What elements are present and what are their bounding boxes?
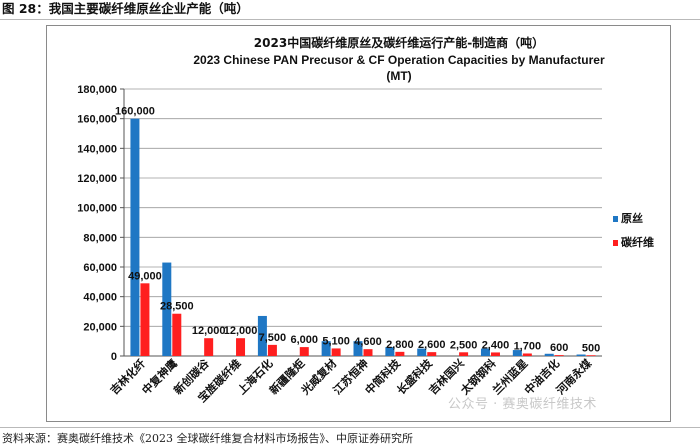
data-label: 2,500 xyxy=(450,339,478,351)
bar-carbon-fiber xyxy=(459,352,469,356)
bar-precursor xyxy=(417,348,427,356)
bar-precursor xyxy=(321,341,331,356)
gridlines xyxy=(124,88,602,357)
data-label: 500 xyxy=(582,342,600,354)
data-label: 5,100 xyxy=(322,335,350,347)
y-tick-label: 120,000 xyxy=(77,173,117,185)
source-note: 资料来源：赛奥碳纤维技术《2023 全球碳纤维复合材料市场报告》、中原证券研究所 xyxy=(2,432,413,445)
bar-precursor xyxy=(130,118,140,357)
bar-precursor xyxy=(512,350,522,356)
bar-carbon-fiber xyxy=(331,348,341,356)
chart-subtitle: 2023 Chinese PAN Precusor & CF Operation… xyxy=(193,53,605,67)
y-tick-label: 80,000 xyxy=(83,232,117,244)
chart-title: 2023中国碳纤维原丝及碳纤维运行产能-制造商（吨） xyxy=(254,35,544,50)
bar-carbon-fiber xyxy=(267,344,277,356)
bar-carbon-fiber xyxy=(236,338,246,356)
chart-frame: 2023中国碳纤维原丝及碳纤维运行产能-制造商（吨） 2023 Chinese … xyxy=(46,25,671,422)
data-label: 600 xyxy=(550,342,568,354)
bar-precursor xyxy=(385,347,395,356)
y-tick-label: 160,000 xyxy=(77,114,117,126)
bar-carbon-fiber xyxy=(522,353,532,356)
legend-swatch xyxy=(613,216,618,222)
capacity-bar-chart: 2023中国碳纤维原丝及碳纤维运行产能-制造商（吨） 2023 Chinese … xyxy=(77,35,654,405)
y-tick-label: 20,000 xyxy=(83,321,117,333)
data-label: 49,000 xyxy=(128,270,162,282)
data-label: 2,400 xyxy=(482,339,510,351)
bar-carbon-fiber xyxy=(395,351,405,356)
bar-carbon-fiber xyxy=(427,352,437,356)
bar-carbon-fiber xyxy=(204,338,214,356)
chart-subtitle-unit: (MT) xyxy=(386,69,411,83)
bars xyxy=(130,118,596,357)
bar-carbon-fiber xyxy=(299,347,309,356)
y-tick-label: 0 xyxy=(111,351,117,363)
bar-precursor xyxy=(576,354,586,356)
bar-precursor xyxy=(162,262,172,356)
y-tick-label: 60,000 xyxy=(83,262,117,274)
data-label: 12,000 xyxy=(192,325,226,337)
legend-label: 原丝 xyxy=(621,211,643,225)
x-tick-label: 太钢钢科 xyxy=(457,356,499,398)
data-label: 160,000 xyxy=(115,106,155,118)
watermark: 公众号 · 赛奥碳纤维技术 xyxy=(448,397,597,412)
y-tick-label: 100,000 xyxy=(77,203,117,215)
y-tick-label: 40,000 xyxy=(83,292,117,304)
data-label: 6,000 xyxy=(291,334,319,346)
data-label: 2,800 xyxy=(386,339,414,351)
bar-precursor xyxy=(353,341,363,356)
x-tick-label: 光威复材 xyxy=(298,356,340,398)
data-label: 2,600 xyxy=(418,339,446,351)
data-label: 4,600 xyxy=(354,336,382,348)
top-divider xyxy=(0,19,700,20)
bar-carbon-fiber xyxy=(140,283,150,356)
bar-carbon-fiber xyxy=(363,349,373,356)
bar-precursor xyxy=(257,315,267,356)
data-label: 7,500 xyxy=(259,332,287,344)
bar-precursor xyxy=(480,348,490,356)
bar-carbon-fiber xyxy=(490,352,500,356)
bar-carbon-fiber xyxy=(554,355,564,356)
y-tick-label: 180,000 xyxy=(77,84,117,96)
y-axis: 0 20,000 40,000 60,000 80,000 100,000 120,000 1… xyxy=(77,84,602,363)
figure-title: 图 28：我国主要碳纤维原丝企业产能（吨） xyxy=(2,1,249,16)
y-tick-label: 140,000 xyxy=(77,143,117,155)
legend-label: 碳纤维 xyxy=(621,235,654,249)
bar-carbon-fiber xyxy=(586,355,596,356)
x-tick-label: 河南永煤 xyxy=(553,356,595,398)
bar-precursor xyxy=(544,353,554,356)
bottom-divider xyxy=(0,427,700,428)
data-label: 12,000 xyxy=(224,325,258,337)
data-label: 28,500 xyxy=(160,301,194,313)
bar-carbon-fiber xyxy=(172,313,182,356)
legend-swatch xyxy=(613,240,618,246)
data-label: 1,700 xyxy=(514,340,542,352)
